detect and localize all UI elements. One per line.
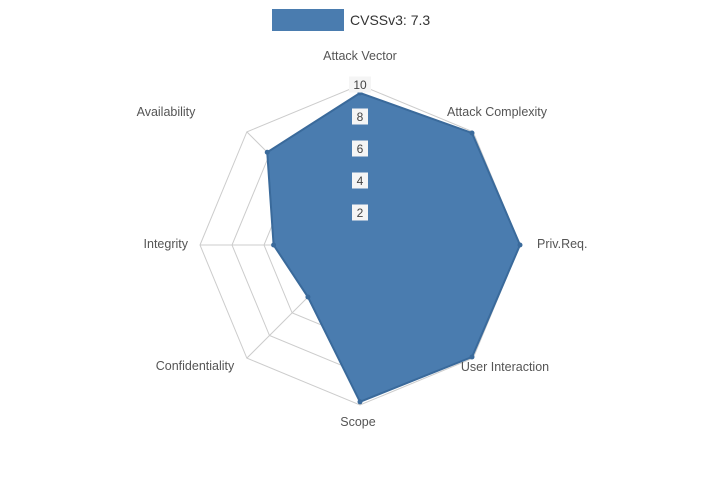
axis-label-attack-vector: Attack Vector [323,49,397,63]
chart-legend[interactable]: CVSSv3: 7.3 [272,9,430,31]
svg-text:8: 8 [357,110,364,124]
svg-text:4: 4 [357,174,364,188]
axis-label-confidentiality: Confidentiality [156,359,235,373]
axis-label-priv-req: Priv.Req. [537,237,587,251]
axis-label-integrity: Integrity [144,237,189,251]
legend-label: CVSSv3: 7.3 [350,12,431,28]
axis-label-availability: Availability [137,105,197,119]
svg-text:2: 2 [357,206,364,220]
radar-tick-labels: 2 4 6 8 10 [349,76,371,221]
radar-axis-labels: Attack Vector Attack Complexity Priv.Req. U… [137,49,588,429]
legend-swatch [272,9,344,31]
axis-label-attack-complexity: Attack Complexity [447,105,548,119]
axis-label-user-interaction: User Interaction [461,360,549,374]
svg-text:10: 10 [353,78,367,92]
radar-series [264,90,523,405]
svg-text:6: 6 [357,142,364,156]
axis-label-scope: Scope [340,415,375,429]
